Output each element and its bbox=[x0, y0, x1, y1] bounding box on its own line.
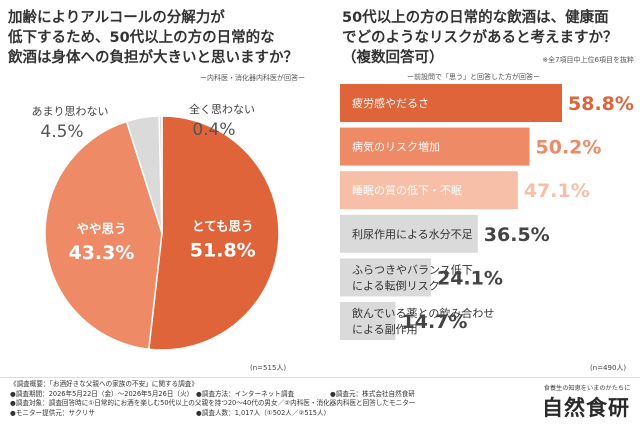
left-title-line: 低下するため、50代以上の方の日常的な bbox=[8, 30, 275, 46]
left-chart-title: 加齢によりアルコールの分解力が 低下するため、50代以上の方の日常的な 飲酒は身… bbox=[8, 8, 308, 68]
pie-slice bbox=[147, 115, 280, 351]
right-chart-title: 50代以上の方の日常的な飲酒は、健康面 でどのようなリスクがあると考えますか？ … bbox=[342, 8, 632, 68]
pie-slice bbox=[158, 115, 163, 234]
pie-chart: とても思う 51.8% やや思う 43.3% あまり思わない 4.5% 全く思わない 0.4% bbox=[32, 102, 280, 351]
bar-category-label: 疲労感やだるさ bbox=[352, 96, 429, 110]
survey-provider: ●モニター提供元：サクリサ bbox=[10, 408, 95, 417]
bar-category-label: による転倒リスク bbox=[352, 279, 440, 292]
pie-slice bbox=[44, 120, 163, 351]
survey-heading: 《調査概要：「お酒好きな父親への家族の不安」に関する調査》 bbox=[10, 380, 198, 388]
pie-slice-value: 51.8% bbox=[190, 239, 256, 261]
pie-slice-value: 0.4% bbox=[192, 120, 235, 140]
bar bbox=[340, 84, 562, 122]
pie-slice-label: やや思う bbox=[76, 221, 126, 236]
bar-value-label: 58.8% bbox=[568, 93, 634, 115]
brand-tagline: 食養生の知恵をいまのかたちに bbox=[543, 385, 631, 392]
right-title-line: （複数回答可） bbox=[342, 50, 444, 66]
left-title-line: 加齢によりアルコールの分解力が bbox=[8, 10, 225, 26]
right-title-line: でどのようなリスクがあると考えますか？ bbox=[342, 30, 618, 46]
bar bbox=[340, 127, 530, 166]
bar-value-label: 36.5% bbox=[484, 224, 550, 246]
bar bbox=[340, 258, 431, 297]
pie-slice-label: とても思う bbox=[192, 218, 254, 233]
bar-category-label: 睡眠の質の低下・不眠 bbox=[352, 183, 462, 197]
survey-row: ●モニター提供元：サクリサ ●調査人数：1,017人（①502人／②515人） bbox=[10, 409, 530, 419]
survey-overview: 《調査概要：「お酒好きな父親への家族の不安」に関する調査》 ●調査期間：2026… bbox=[10, 380, 530, 418]
survey-count: ●調査人数：1,017人（①502人／②515人） bbox=[196, 408, 331, 417]
left-respondent-note: ー内科医・消化器内科医が回答ー bbox=[200, 74, 305, 82]
survey-footer: 《調査概要：「お酒好きな父親への家族の不安」に関する調査》 ●調査期間：2026… bbox=[0, 377, 640, 426]
survey-row: ●調査期間：2026年5月22日（金）～2026年5月26日（火） ●調査方法：イ… bbox=[10, 390, 530, 400]
pie-slice-label: あまり思わない bbox=[32, 105, 109, 118]
bar-category-label: 飲んでいる薬との飲み合わせ bbox=[352, 306, 494, 320]
right-respondent-note: ー前設問で「思う」と回答した方が回答ー bbox=[407, 73, 540, 81]
pie-slice-value: 43.3% bbox=[68, 242, 134, 264]
pie-slice-label: 全く思わない bbox=[189, 102, 255, 116]
bar-value-label: 24.1% bbox=[437, 267, 503, 289]
bar bbox=[340, 214, 478, 253]
survey-target: ●調査対象：調査回答時に①日常的にお酒を楽しむ50代以上の父親を持つ20～40代… bbox=[10, 399, 416, 408]
bar-category-label: 利尿作用による水分不足 bbox=[352, 228, 473, 241]
bar-category-label: ふらつきやバランス低下 bbox=[352, 263, 473, 276]
bar-category-label: による副作用 bbox=[352, 323, 418, 336]
left-title-line: 飲酒は身体への負担が大きいと思いますか？ bbox=[8, 50, 298, 66]
bar-category-label: 病気のリスク増加 bbox=[352, 140, 440, 154]
left-sample-size: (n=515人) bbox=[250, 364, 287, 372]
right-excerpt-note: ※全7項目中上位6項目を抜粋 bbox=[542, 56, 634, 64]
brand-logo: 自然食研 bbox=[542, 395, 630, 420]
bar-value-label: 14.7% bbox=[402, 311, 468, 333]
bar-value-label: 47.1% bbox=[524, 180, 590, 202]
right-title-line: 50代以上の方の日常的な飲酒は、健康面 bbox=[342, 10, 609, 26]
survey-period: ●調査期間：2026年5月22日（金）～2026年5月26日（火） bbox=[10, 389, 194, 398]
bar bbox=[340, 171, 518, 210]
survey-method: ●調査方法：インターネット調査 bbox=[196, 389, 295, 398]
bar bbox=[340, 302, 396, 340]
survey-organizer: ●調査元：株式会社自然食研 bbox=[330, 389, 415, 398]
pie-slice-value: 4.5% bbox=[40, 122, 83, 142]
bar-chart: 疲労感やだるさ 58.8% 病気のリスク増加 50.2% 睡眠の質の低下・不眠 47.1%… bbox=[340, 84, 634, 340]
right-sample-size: (n=490人) bbox=[590, 364, 627, 372]
bar-value-label: 50.2% bbox=[536, 137, 602, 159]
